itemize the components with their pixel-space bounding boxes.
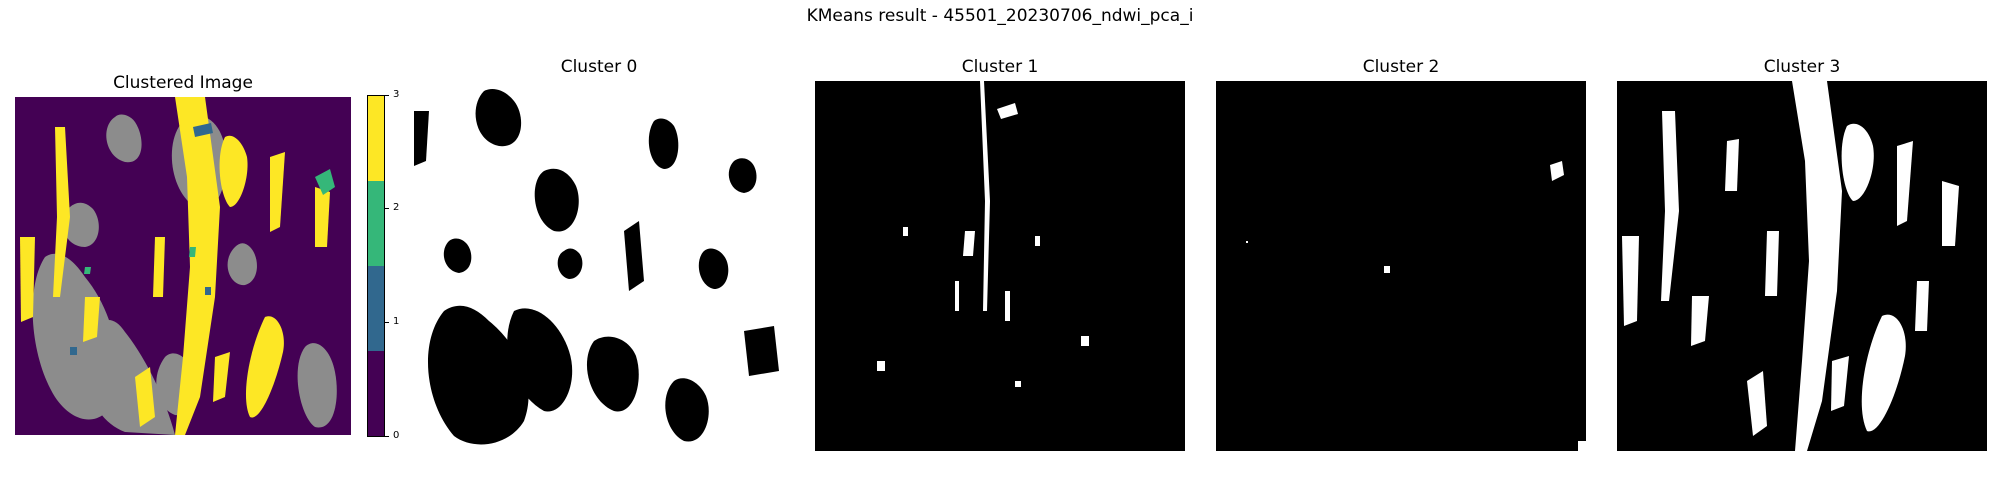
cluster-2-title: Cluster 2 xyxy=(1362,57,1440,77)
colorbar-tick xyxy=(385,208,389,209)
cluster-0-mask-canvas xyxy=(414,81,784,451)
cluster-3-title: Cluster 3 xyxy=(1763,57,1841,77)
cluster-2-mask xyxy=(1216,81,1586,451)
colorbar-segment-0 xyxy=(368,351,384,436)
clustered-image-canvas xyxy=(15,97,351,435)
cluster-3-mask-canvas xyxy=(1617,81,1987,451)
cluster-3-mask xyxy=(1617,81,1987,451)
colorbar-segment-1 xyxy=(368,266,384,351)
figure-title: KMeans result - 45501_20230706_ndwi_pca_… xyxy=(806,6,1194,26)
colorbar-segment-3 xyxy=(368,96,384,181)
cluster-2-mask-canvas xyxy=(1216,81,1586,451)
colorbar-segment-2 xyxy=(368,181,384,266)
colorbar xyxy=(367,95,385,437)
cluster-1-title: Cluster 1 xyxy=(961,57,1039,77)
colorbar-tick xyxy=(385,436,389,437)
colorbar-label-2: 2 xyxy=(393,202,400,213)
clustered-image xyxy=(15,97,351,435)
cluster-0-mask xyxy=(414,81,784,451)
colorbar-tick xyxy=(385,95,389,96)
colorbar-tick xyxy=(385,322,389,323)
cluster-1-mask xyxy=(815,81,1185,451)
colorbar-label-0: 0 xyxy=(393,430,400,441)
colorbar-label-3: 3 xyxy=(393,89,400,100)
cluster-1-mask-canvas xyxy=(815,81,1185,451)
cluster-0-title: Cluster 0 xyxy=(560,57,638,77)
colorbar-label-1: 1 xyxy=(393,316,400,327)
clustered-image-title: Clustered Image xyxy=(113,73,253,93)
